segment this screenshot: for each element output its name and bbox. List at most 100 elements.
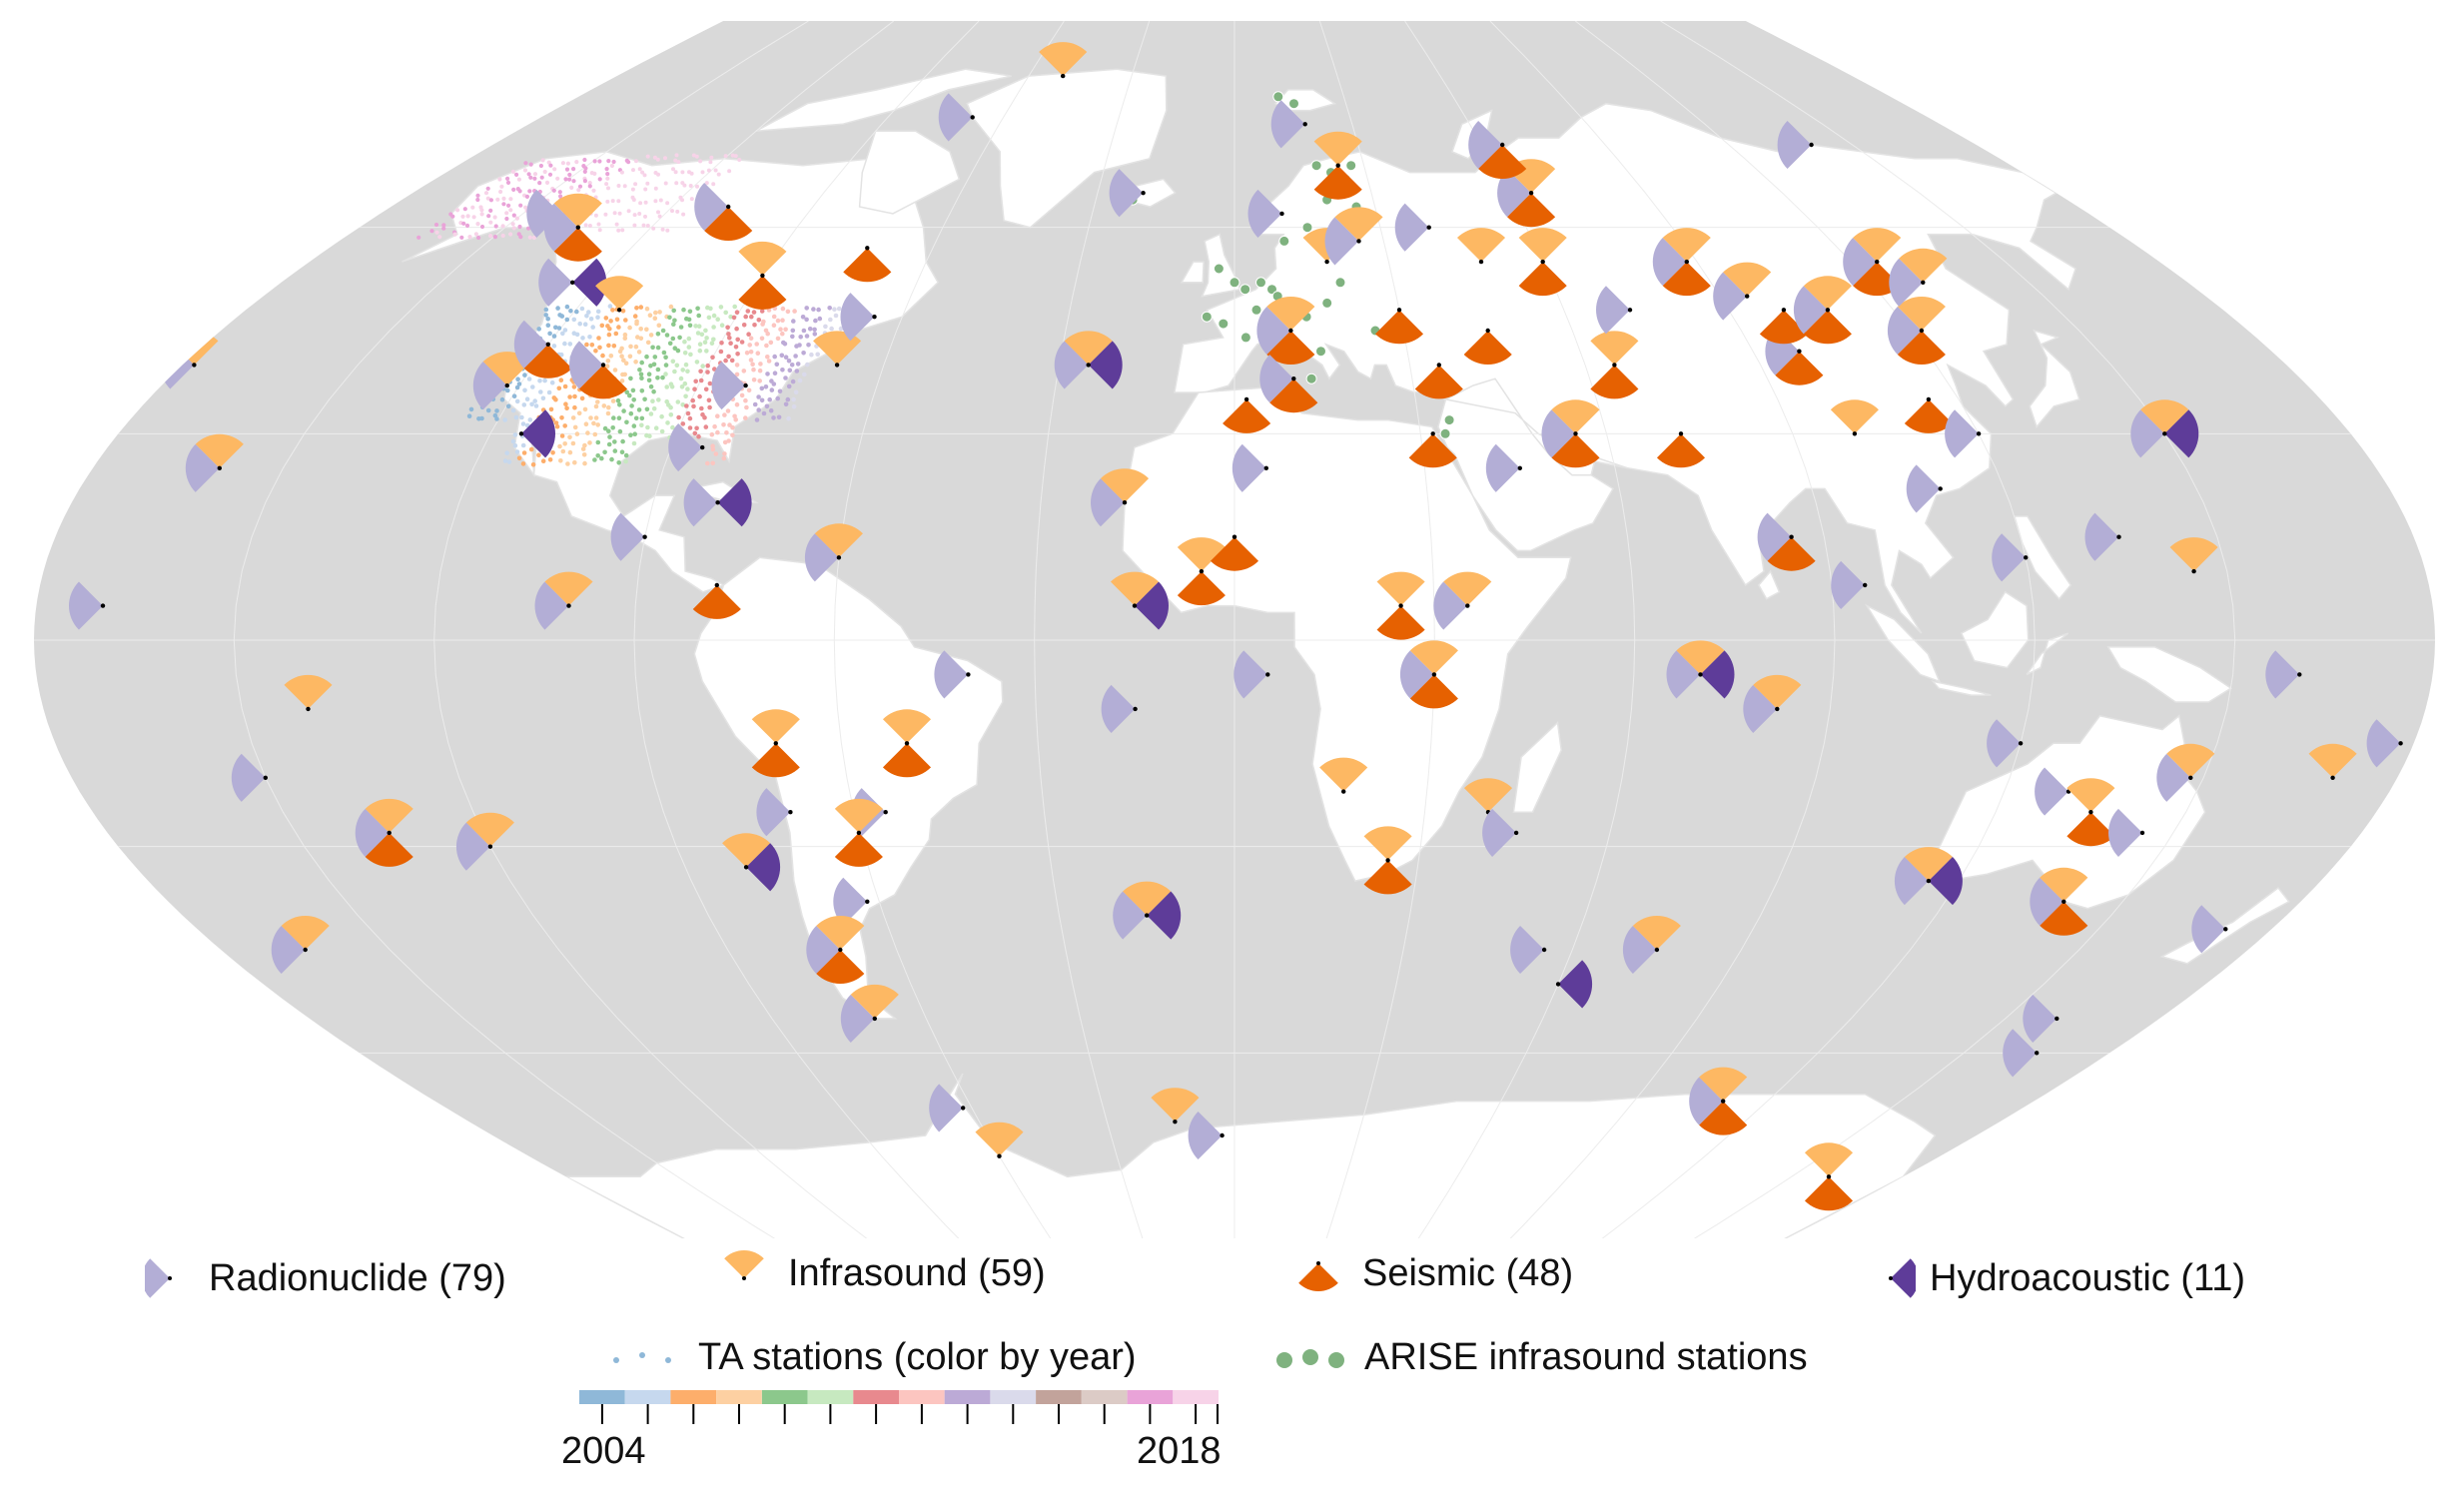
ta-station — [677, 335, 682, 341]
infrasound-wedge — [1064, 331, 1113, 366]
seismic-wedge — [704, 207, 753, 241]
ims-station — [1223, 396, 1271, 433]
ta-station — [543, 313, 548, 318]
ta-station — [571, 384, 577, 389]
ta-station — [538, 389, 543, 394]
infrasound-wedge — [751, 709, 800, 744]
ta-station — [780, 306, 786, 312]
ta-station — [801, 328, 807, 334]
ta-station — [829, 326, 834, 332]
seismic-wedge — [1408, 433, 1457, 468]
infrasound-wedge — [1334, 207, 1383, 242]
ta-station — [733, 417, 738, 422]
ta-station — [619, 449, 625, 455]
ta-station — [488, 208, 493, 213]
station-center — [575, 225, 580, 230]
ta-station — [752, 323, 757, 328]
radionuclide-wedge — [2084, 512, 2119, 561]
ta-station — [711, 325, 716, 330]
ta-station — [531, 235, 537, 241]
ta-station — [526, 172, 531, 177]
legend-ta-label: TA stations (color by year) — [698, 1336, 1137, 1378]
ta-station — [732, 304, 737, 310]
ta-station — [668, 404, 673, 410]
ta-station — [510, 407, 516, 413]
ims-station — [975, 1122, 1024, 1158]
seismic-wedge — [523, 344, 572, 378]
ta-station — [562, 383, 568, 389]
station-center — [2223, 927, 2228, 932]
ta-station — [707, 380, 713, 386]
land-layer — [402, 68, 2290, 1238]
ta-station — [648, 411, 654, 416]
seismic-wedge — [2066, 812, 2115, 847]
radionuclide-wedge — [1887, 306, 1922, 356]
ta-station — [687, 309, 693, 315]
ta-station — [555, 306, 560, 311]
ta-station — [681, 307, 686, 313]
ta-station — [798, 335, 803, 340]
ta-station — [678, 376, 684, 381]
ta-station — [786, 383, 792, 389]
graticule-meridian — [633, 21, 980, 1238]
ims-station — [1555, 960, 1593, 1009]
infrasound-wedge — [816, 916, 865, 950]
ims-station — [2308, 743, 2357, 780]
ta-station — [663, 355, 668, 361]
ta-station — [696, 433, 701, 439]
ta-station — [530, 384, 535, 389]
seismic-wedge — [1266, 331, 1315, 365]
ta-station — [705, 370, 710, 375]
ta-station — [519, 414, 524, 420]
ta-station — [479, 415, 484, 421]
colorbar-segment — [944, 1390, 991, 1404]
station-center — [904, 741, 910, 746]
ta-station — [538, 163, 544, 169]
radionuclide-wedge — [543, 203, 578, 252]
ta-station — [754, 342, 759, 347]
ta-station — [515, 376, 520, 382]
ta-station — [587, 224, 592, 228]
ta-station — [553, 420, 559, 425]
ta-station — [514, 449, 520, 454]
station-center — [1654, 947, 1660, 953]
legend-ta: TA stations (color by year) — [604, 1336, 1137, 1379]
ims-station — [938, 93, 975, 142]
ta-station — [620, 228, 625, 233]
ta-station — [638, 336, 644, 342]
radionuclide-wedge — [1399, 650, 1434, 699]
station-center — [2061, 899, 2066, 904]
ims-station — [840, 984, 899, 1043]
ta-station — [628, 410, 634, 416]
radionuclide-wedge — [1259, 355, 1294, 403]
arise-station — [1439, 427, 1451, 439]
station-center — [961, 1106, 966, 1111]
station-center — [1789, 534, 1794, 539]
station-center — [1745, 294, 1750, 299]
ta-station — [567, 177, 572, 182]
ta-station — [653, 199, 658, 204]
ta-station — [725, 408, 731, 413]
ta-station — [710, 355, 715, 361]
ta-station — [817, 316, 823, 322]
ta-station — [582, 442, 587, 448]
ta-station — [606, 159, 611, 164]
ta-station — [539, 175, 544, 180]
ta-station — [461, 221, 466, 226]
ta-station — [703, 386, 709, 392]
ta-station — [579, 395, 585, 401]
radionuclide-wedge — [2191, 905, 2226, 954]
ta-station — [632, 431, 637, 437]
ta-station — [805, 362, 810, 368]
colorbar-segment — [624, 1390, 671, 1404]
station-center — [1335, 163, 1340, 168]
ta-station — [680, 368, 685, 373]
station-center — [1279, 211, 1284, 217]
ims-station — [534, 571, 593, 630]
ims-station — [1363, 826, 1412, 895]
ims-station — [2156, 743, 2215, 802]
ta-station — [793, 354, 798, 359]
ta-station — [698, 377, 704, 383]
ta-station — [757, 368, 763, 374]
ta-station — [604, 182, 609, 187]
